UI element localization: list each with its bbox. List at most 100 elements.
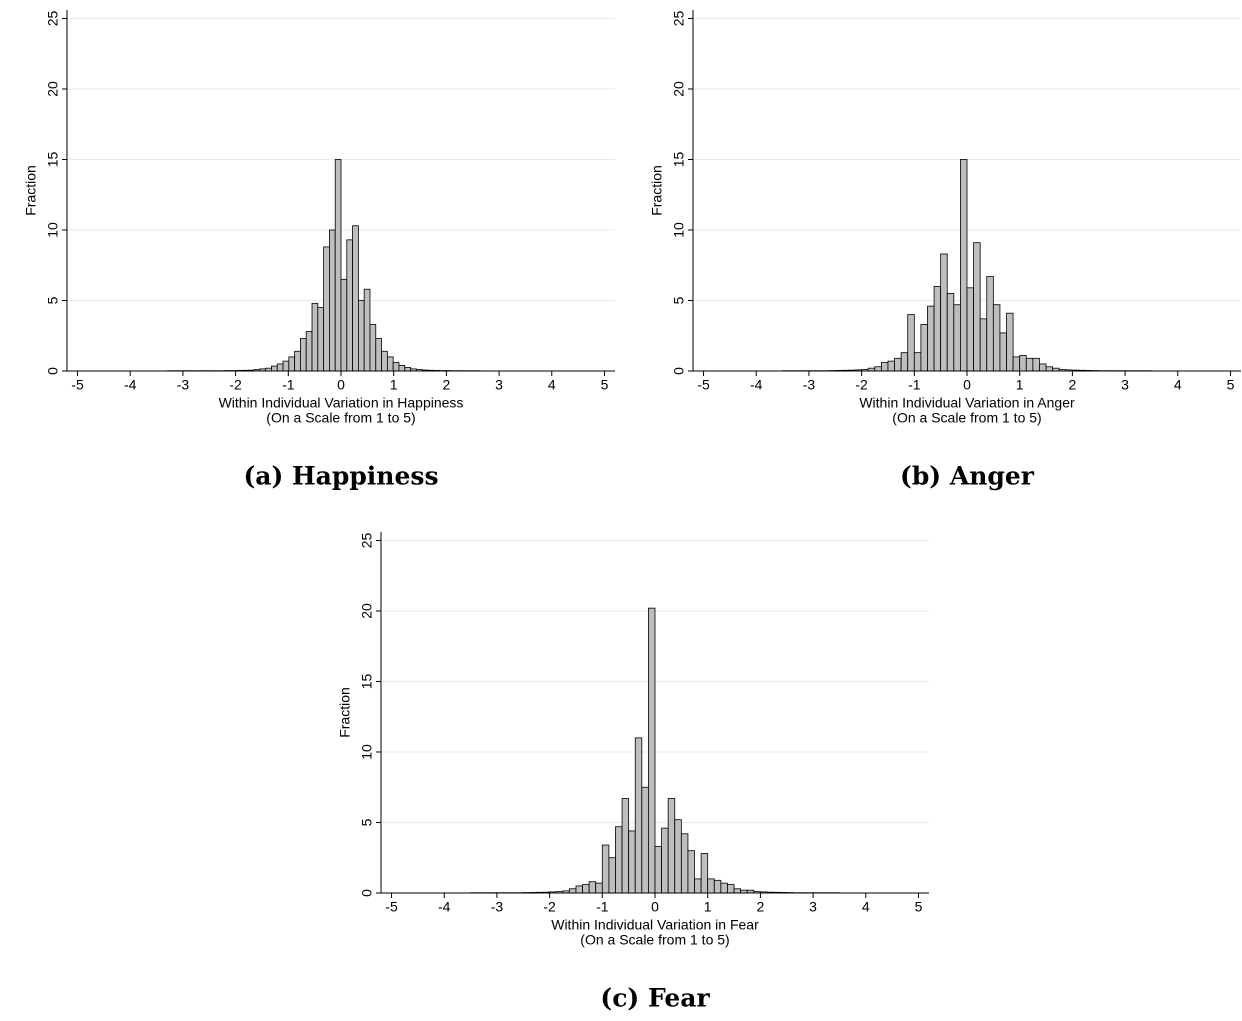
histogram-bar — [398, 364, 406, 372]
y-axis-label: Fraction — [649, 165, 665, 216]
histogram-bar — [392, 362, 400, 372]
histogram-bar — [352, 225, 359, 372]
histogram-bar — [913, 352, 922, 372]
x-tick-label: 3 — [1121, 377, 1129, 393]
y-axis-label: Fraction — [23, 165, 39, 216]
x-tick-label: -2 — [543, 899, 556, 915]
y-tick-label: 10 — [45, 222, 61, 238]
histogram-bar — [674, 819, 682, 894]
x-tick-label: -1 — [908, 377, 921, 393]
x-tick-label: 0 — [337, 377, 345, 393]
histogram-bar — [375, 338, 382, 372]
histogram-bar — [363, 288, 371, 372]
histogram-bar — [986, 276, 994, 372]
histogram-bar — [907, 314, 915, 372]
x-tick-label: 4 — [1174, 377, 1182, 393]
histogram-bar — [874, 366, 882, 372]
histogram-bar — [733, 888, 742, 894]
histogram-bar — [357, 300, 365, 372]
histogram-bar — [323, 246, 330, 372]
x-tick-label: 0 — [963, 377, 971, 393]
histogram-bar — [582, 884, 590, 894]
x-tick-label: -4 — [438, 899, 451, 915]
histogram-bar — [601, 844, 610, 894]
histogram-bar — [707, 878, 715, 894]
histogram-bar — [880, 362, 889, 372]
chart-panel: 0 5 10 15 20 25 -5 -4 -3 -2 -1 0 1 2 3 4 5 Within Individ… — [649, 10, 1241, 491]
histogram-bar — [654, 846, 662, 894]
histogram-bar — [317, 307, 325, 372]
x-axis-label: (On a Scale from 1 to 5) — [580, 932, 729, 948]
histogram-bar — [628, 830, 636, 894]
histogram-bar — [966, 287, 974, 372]
histogram-bar — [720, 882, 728, 894]
x-tick-label: -4 — [124, 377, 137, 393]
histogram-bar — [575, 885, 583, 894]
histogram-bar — [661, 827, 669, 894]
histogram-bar — [1045, 366, 1054, 372]
x-tick-label: -4 — [750, 377, 763, 393]
histogram-bar — [568, 888, 577, 894]
histogram-bar — [641, 786, 649, 894]
histogram-bar — [305, 331, 313, 372]
x-tick-label: -2 — [229, 377, 242, 393]
x-tick-label: -3 — [177, 377, 190, 393]
histogram-bar — [648, 607, 656, 894]
histogram-bar — [680, 833, 689, 894]
x-tick-label: -3 — [491, 899, 504, 915]
histogram-bar — [1019, 355, 1027, 372]
histogram-bar — [1012, 356, 1021, 372]
histogram-bar — [999, 332, 1007, 372]
histogram-bar — [992, 304, 1001, 372]
histogram-bar — [927, 305, 935, 372]
y-tick-label: 15 — [671, 151, 687, 167]
histogram-bar — [894, 357, 902, 372]
x-tick-label: -5 — [71, 377, 84, 393]
y-tick-label: 25 — [671, 10, 687, 26]
x-tick-label: 3 — [809, 899, 817, 915]
y-tick-label: 15 — [359, 673, 375, 689]
histogram-bar — [334, 159, 342, 372]
x-tick-label: 5 — [915, 899, 923, 915]
histogram-bar — [920, 324, 928, 372]
x-tick-label: -5 — [697, 377, 710, 393]
y-tick-label: 5 — [359, 818, 375, 826]
histogram-bar — [1039, 363, 1047, 372]
histogram-bar — [369, 324, 377, 372]
y-tick-label: 15 — [45, 151, 61, 167]
y-tick-label: 0 — [45, 367, 61, 375]
x-tick-label: 1 — [704, 899, 712, 915]
x-tick-label: 3 — [495, 377, 503, 393]
histogram-bar — [329, 229, 336, 372]
histogram-bar — [900, 352, 909, 372]
chart-panel: 0 5 10 15 20 25 -5 -4 -3 -2 -1 0 1 2 3 4 5 Within Individ… — [23, 10, 615, 491]
x-tick-label: 0 — [651, 899, 659, 915]
histogram-bar — [346, 239, 353, 372]
x-tick-label: 1 — [390, 377, 398, 393]
histogram-bar — [933, 285, 942, 372]
y-tick-label: 5 — [671, 296, 687, 304]
histogram-bar — [946, 293, 955, 372]
x-axis-label: Within Individual Variation in Fear — [551, 917, 759, 933]
y-tick-label: 10 — [359, 744, 375, 760]
y-tick-label: 25 — [359, 532, 375, 548]
y-tick-label: 10 — [671, 222, 687, 238]
x-tick-label: 2 — [442, 377, 450, 393]
histogram-bar — [340, 278, 348, 372]
y-tick-label: 25 — [45, 10, 61, 26]
x-tick-label: -3 — [803, 377, 816, 393]
x-tick-label: 2 — [1068, 377, 1076, 393]
x-tick-label: 1 — [1016, 377, 1024, 393]
histogram-bar — [1032, 357, 1040, 372]
caption: (b) Anger — [900, 462, 1035, 491]
x-tick-label: 2 — [756, 899, 764, 915]
histogram-bar — [687, 850, 695, 894]
y-tick-label: 20 — [671, 81, 687, 97]
histogram-bar — [953, 304, 961, 372]
histogram-bar — [608, 857, 616, 894]
y-tick-label: 0 — [671, 367, 687, 375]
histogram-bar — [713, 879, 722, 894]
x-tick-label: -5 — [385, 899, 398, 915]
histogram-bar — [311, 302, 319, 372]
y-tick-label: 0 — [359, 889, 375, 897]
